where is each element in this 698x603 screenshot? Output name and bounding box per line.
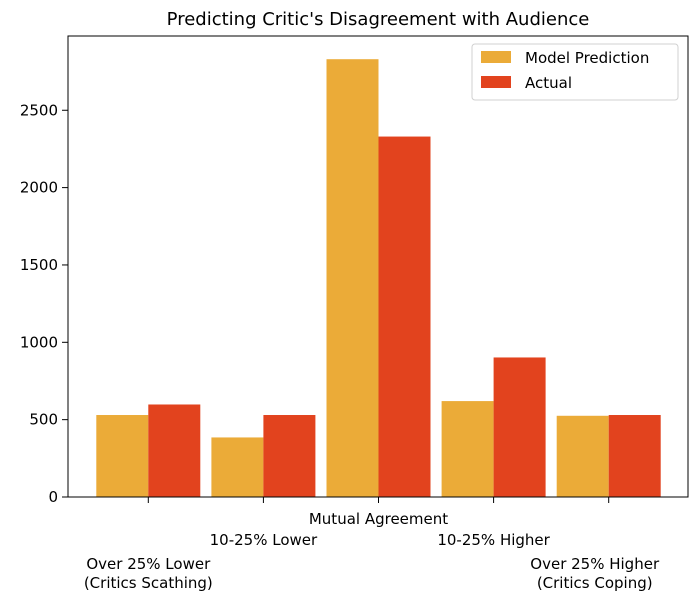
- bar-model-prediction-4: [556, 415, 609, 497]
- y-tick-label: 2500: [20, 101, 58, 119]
- x-tick-label: Over 25% Higher (Critics Coping): [530, 555, 660, 592]
- x-axis: Over 25% Lower (Critics Scathing) 10-25% L…: [84, 497, 660, 592]
- bar-model-prediction-3: [441, 401, 494, 497]
- x-tick-label: Over 25% Lower (Critics Scathing): [84, 555, 213, 592]
- x-tick-label: Mutual Agreement: [309, 510, 448, 528]
- x-tick-label: 10-25% Higher: [437, 531, 550, 549]
- bar-actual-2: [378, 136, 431, 497]
- plot-frame: [67, 35, 689, 498]
- bars-group: [96, 59, 661, 497]
- bar-actual-1: [263, 415, 316, 497]
- legend-box: [471, 43, 679, 101]
- y-tick-label: 500: [29, 411, 58, 429]
- y-tick-label: 2000: [20, 179, 58, 197]
- y-tick-label: 0: [48, 488, 58, 506]
- y-tick-label: 1500: [20, 256, 58, 274]
- bar-model-prediction-1: [211, 437, 264, 497]
- y-axis: 0 500 1000 1500 2000 2500: [20, 101, 68, 506]
- y-tick-label: 1000: [20, 333, 58, 351]
- legend-swatch: [481, 76, 511, 88]
- chart-title: Predicting Critic's Disagreement with Au…: [167, 9, 590, 30]
- legend-label: Actual: [525, 74, 572, 92]
- legend-label: Model Prediction: [525, 49, 649, 67]
- bar-model-prediction-0: [96, 415, 149, 497]
- bar-actual-0: [148, 404, 201, 497]
- legend-swatch: [481, 51, 511, 63]
- bar-model-prediction-2: [326, 59, 379, 497]
- bar-actual-4: [608, 415, 661, 497]
- x-tick-label: 10-25% Lower: [210, 531, 318, 549]
- legend: Model Prediction Actual: [471, 43, 679, 101]
- bar-actual-3: [493, 357, 546, 497]
